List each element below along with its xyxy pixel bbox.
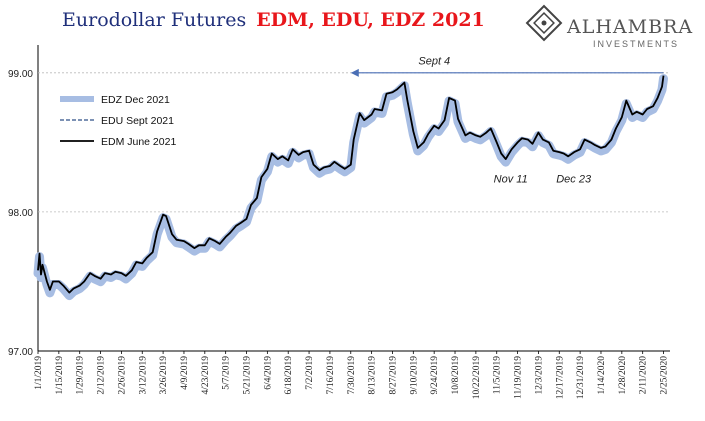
x-tick-label: 11/19/2019 [514,356,524,399]
legend-label-edz: EDZ Dec 2021 [101,94,170,106]
x-tick-labels: 1/1/2019 1/15/2019 1/29/2019 2/12/2019 2/26/… [34,351,670,399]
x-tick-label: 12/31/2019 [576,356,586,400]
x-tick-label: 10/22/2019 [472,356,482,400]
x-tick-label: 7/2/2019 [305,356,315,390]
legend: EDZ Dec 2021 EDU Sept 2021 EDM June 2021 [60,94,176,148]
annotation-label: Dec 23 [556,174,592,186]
x-tick-label: 3/26/2019 [159,356,169,395]
x-tick-label: 2/12/2019 [97,356,107,395]
x-tick-label: 12/17/2019 [555,356,565,400]
x-tick-label: 8/13/2019 [368,356,378,395]
y-tick-labels: 97.00 98.00 99.00 [8,69,33,358]
annotation-label: Sept 4 [418,55,450,67]
x-tick-label: 3/12/2019 [138,356,148,395]
x-tick-label: 6/4/2019 [263,356,273,390]
sept-4-arrow [350,68,664,77]
logo-name: ALHAMBRA [566,16,693,38]
x-tick-label: 7/16/2019 [326,356,336,395]
x-tick-label: 11/5/2019 [493,356,503,394]
series-line-edz [33,74,668,301]
x-tick-label: 9/24/2019 [430,356,440,395]
x-tick-label: 1/14/2020 [597,356,607,395]
x-tick-label: 1/1/2019 [34,356,44,390]
chart-title-prefix: Eurodollar Futures [62,9,246,31]
legend-label-edu: EDU Sept 2021 [101,115,174,127]
annotation-label: Nov 11 [494,174,528,186]
x-tick-label: 7/30/2019 [347,356,357,395]
logo-subtitle: INVESTMENTS [593,39,679,49]
x-tick-label: 5/21/2019 [243,356,253,395]
series-lines [33,74,668,301]
x-tick-label: 2/26/2019 [117,356,127,395]
x-tick-label: 8/27/2019 [388,356,398,395]
x-tick-label: 4/9/2019 [180,356,190,390]
chart-title: Eurodollar Futures EDM, EDU, EDZ 2021 [62,9,485,31]
x-tick-label: 2/25/2020 [660,356,670,395]
x-tick-label: 2/11/2020 [639,356,649,394]
y-tick-label: 97.00 [8,347,33,358]
diamond-logo-icon [525,4,563,42]
series-line-edm [37,75,665,294]
x-tick-label: 1/28/2020 [618,356,628,395]
x-tick-label: 12/3/2019 [534,356,544,395]
x-tick-label: 4/23/2019 [201,356,211,395]
alhambra-logo: ALHAMBRA INVESTMENTS [525,4,693,49]
x-tick-label: 5/7/2019 [222,356,232,390]
y-tick-label: 98.00 [8,208,33,219]
x-tick-label: 10/8/2019 [451,356,461,395]
annotations: Sept 4 Nov 11 Dec 23 [418,55,592,185]
x-tick-label: 6/18/2019 [284,356,294,395]
y-tick-label: 99.00 [8,69,33,80]
x-tick-label: 1/29/2019 [76,356,86,395]
x-tick-label: 1/15/2019 [55,356,65,395]
chart-title-highlight: EDM, EDU, EDZ 2021 [256,9,485,31]
legend-label-edm: EDM June 2021 [101,136,176,148]
x-tick-label: 9/10/2019 [409,356,419,395]
